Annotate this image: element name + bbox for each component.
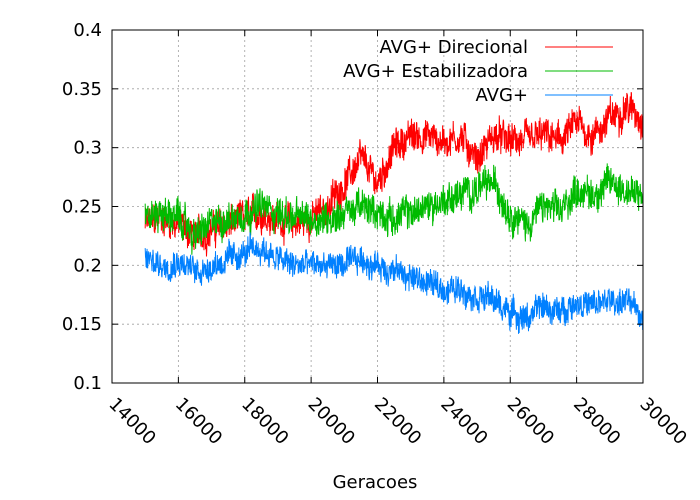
series-line-1 bbox=[144, 163, 643, 255]
x-tick-label: 28000 bbox=[569, 394, 624, 449]
legend-label: AVG+ bbox=[475, 85, 528, 106]
ticks: 14000 16000 18000 20000 22000 24000 26000 28000… bbox=[62, 20, 691, 449]
x-axis-label: Geracoes bbox=[333, 472, 418, 493]
x-tick-label: 20000 bbox=[304, 394, 359, 449]
legend: AVG+ Direcional AVG+ Estabilizadora AVG+ bbox=[343, 37, 613, 106]
y-tick-label: 0.15 bbox=[62, 314, 102, 335]
y-tick-label: 0.35 bbox=[62, 79, 102, 100]
y-tick-label: 0.2 bbox=[73, 255, 102, 276]
x-tick-label: 14000 bbox=[104, 394, 159, 449]
x-tick-label: 22000 bbox=[370, 394, 425, 449]
y-tick-label: 0.1 bbox=[73, 373, 102, 394]
x-tick-label: 16000 bbox=[171, 394, 226, 449]
y-tick-label: 0.25 bbox=[62, 197, 102, 218]
y-tick-label: 0.3 bbox=[73, 138, 102, 159]
series-group bbox=[144, 92, 643, 334]
x-tick-label: 30000 bbox=[635, 394, 690, 449]
series-line-2 bbox=[144, 232, 643, 334]
x-tick-label: 24000 bbox=[436, 394, 491, 449]
legend-label: AVG+ Estabilizadora bbox=[343, 61, 528, 82]
x-tick-label: 18000 bbox=[237, 394, 292, 449]
y-tick-label: 0.4 bbox=[73, 20, 102, 41]
legend-label: AVG+ Direcional bbox=[379, 37, 528, 58]
x-tick-label: 26000 bbox=[503, 394, 558, 449]
